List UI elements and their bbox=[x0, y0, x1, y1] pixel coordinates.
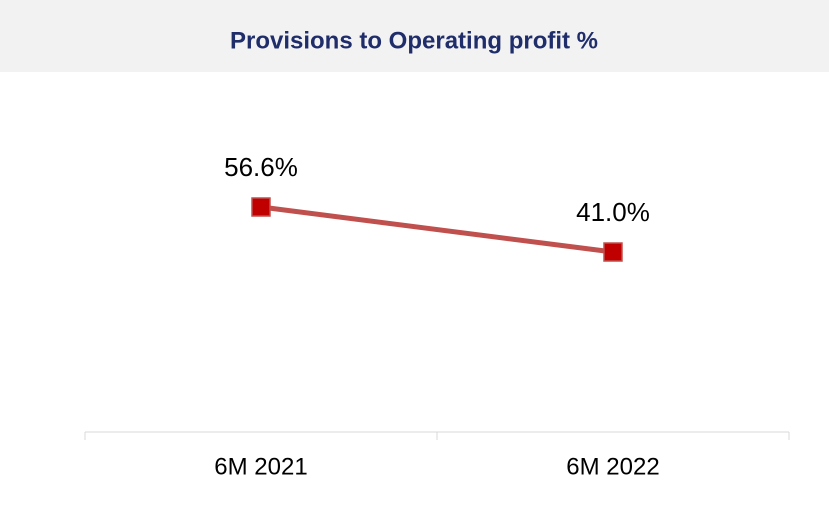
marker bbox=[251, 197, 271, 217]
line bbox=[260, 204, 614, 255]
marker bbox=[603, 242, 623, 262]
data-label: 56.6% bbox=[224, 152, 298, 182]
chart-title: Provisions to Operating profit % bbox=[230, 27, 598, 54]
data-label: 41.0% bbox=[576, 197, 650, 227]
header-band bbox=[0, 0, 829, 72]
x-tick-label: 6M 2022 bbox=[566, 453, 659, 480]
x-tick-label: 6M 2021 bbox=[214, 453, 307, 480]
